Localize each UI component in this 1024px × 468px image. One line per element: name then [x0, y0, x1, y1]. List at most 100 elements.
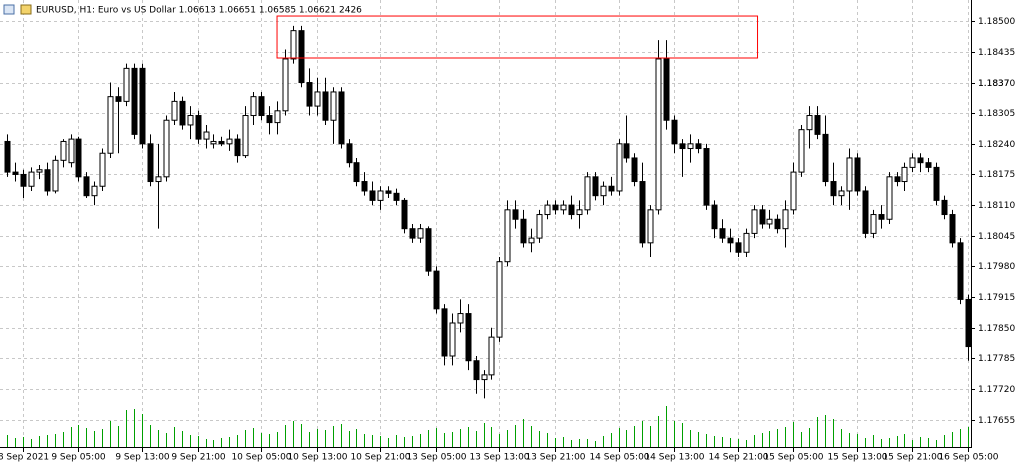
- volume-bar: [619, 428, 620, 447]
- volume-bar: [31, 439, 32, 447]
- volume-bar: [444, 433, 445, 447]
- volume-bar: [356, 429, 357, 447]
- candle-body: [854, 157, 861, 192]
- volume-bar: [341, 424, 342, 447]
- candle-body: [203, 131, 210, 140]
- candle-body: [536, 214, 543, 239]
- candle-body: [687, 143, 694, 150]
- candle-body: [171, 100, 178, 121]
- volume-bar: [658, 416, 659, 447]
- volume-bar: [126, 410, 127, 447]
- volume-bar: [166, 433, 167, 447]
- volume-bar: [730, 438, 731, 447]
- volume-bar: [634, 426, 635, 447]
- volume-bar: [897, 436, 898, 447]
- volume-bar: [579, 439, 580, 447]
- candle-body: [330, 91, 337, 121]
- candle-body: [473, 360, 480, 381]
- candle-body: [639, 181, 646, 244]
- candle-body: [361, 181, 368, 192]
- x-tick-label: 14 Sep 21:00: [708, 453, 768, 463]
- volume-bar: [777, 429, 778, 447]
- y-tick-label: 1.18370: [978, 79, 1015, 89]
- candle-body: [139, 67, 146, 145]
- candle-body: [449, 322, 456, 357]
- volume-bar: [714, 436, 715, 447]
- volume-bar: [221, 438, 222, 447]
- candle-body: [306, 82, 313, 107]
- volume-bar: [380, 436, 381, 447]
- candle-body: [711, 204, 718, 230]
- candle-body: [846, 157, 853, 192]
- x-tick-label: 16 Sep 05:00: [938, 453, 998, 463]
- candle-body: [878, 214, 885, 220]
- volume-bar: [102, 429, 103, 447]
- volume-bar: [507, 430, 508, 447]
- volume-bar: [968, 427, 969, 447]
- volume-bar: [15, 438, 16, 447]
- volume-bar: [904, 434, 905, 447]
- candle-body: [28, 171, 35, 187]
- volume-bar: [301, 424, 302, 447]
- x-tick-label: 14 Sep 13:00: [644, 453, 704, 463]
- volume-bar: [587, 439, 588, 447]
- candle-body: [616, 143, 623, 192]
- x-tick-label: 10 Sep 21:00: [350, 453, 410, 463]
- y-tick-label: 1.17915: [978, 293, 1015, 303]
- candle-body: [91, 185, 98, 197]
- volume-bar: [571, 440, 572, 447]
- candle-body: [759, 209, 766, 225]
- candle-body: [338, 91, 345, 145]
- candle-body: [218, 140, 225, 145]
- candle-body: [60, 140, 67, 161]
- candle-body: [36, 169, 43, 173]
- volume-bar: [396, 435, 397, 447]
- candle-body: [798, 129, 805, 173]
- candle-body: [925, 162, 932, 168]
- volume-bar: [253, 428, 254, 447]
- volume-bar: [206, 439, 207, 447]
- candle-body: [385, 190, 392, 194]
- candle-body: [592, 176, 599, 197]
- volume-bar: [55, 434, 56, 447]
- volume-bar: [269, 434, 270, 447]
- volume-bar: [944, 435, 945, 447]
- candle-body: [322, 91, 329, 121]
- candle-body: [576, 209, 583, 216]
- candle-body: [822, 133, 829, 183]
- volume-bar: [436, 428, 437, 447]
- chart-icon[interactable]: [20, 4, 32, 15]
- volume-layer: [7, 406, 969, 447]
- candle-body: [782, 209, 789, 230]
- candle-body: [735, 242, 742, 253]
- candle-body: [560, 204, 567, 211]
- volume-bar: [865, 438, 866, 447]
- candle-body: [250, 96, 257, 117]
- candle-body: [52, 159, 59, 192]
- candle-body: [584, 176, 591, 211]
- candle-body: [107, 96, 114, 154]
- y-tick-label: 1.18500: [978, 17, 1015, 27]
- volume-bar: [118, 426, 119, 447]
- candle-body: [163, 119, 170, 178]
- volume-bar: [182, 431, 183, 447]
- candle-body: [520, 218, 527, 244]
- volume-bar: [698, 432, 699, 447]
- volume-bar: [325, 430, 326, 447]
- candle-body: [496, 261, 503, 338]
- x-tick-label: 13 Sep 13:00: [469, 453, 529, 463]
- candle-body: [266, 115, 273, 124]
- y-tick-label: 1.18305: [978, 109, 1015, 119]
- candle-layer: [4, 25, 972, 399]
- volume-bar: [825, 415, 826, 447]
- candle-body: [671, 119, 678, 145]
- candle-body: [401, 199, 408, 230]
- volume-bar: [372, 435, 373, 447]
- volume-bar: [420, 434, 421, 447]
- volume-bar: [39, 436, 40, 447]
- candle-body: [933, 166, 940, 201]
- volume-bar: [706, 434, 707, 447]
- menu-icon[interactable]: [3, 4, 15, 15]
- volume-bar: [277, 432, 278, 447]
- volume-bar: [349, 431, 350, 447]
